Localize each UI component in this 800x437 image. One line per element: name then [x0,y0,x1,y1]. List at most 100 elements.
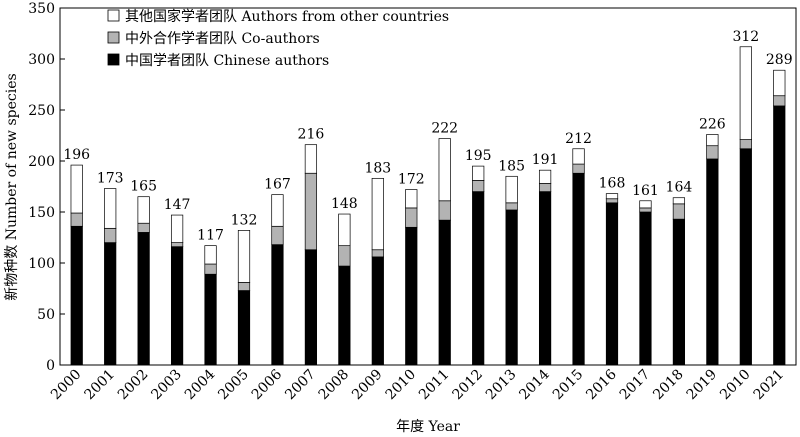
bar-segment-series-1 [137,222,150,233]
bar-total-label: 191 [532,152,559,168]
x-tick-label: 2014 [516,366,553,403]
bar-total-label: 216 [298,127,325,143]
bar-segment-series-1 [706,145,719,160]
bar-segment-series-0 [70,225,83,366]
bar-segment-series-2 [304,144,318,174]
y-tick-label: 50 [37,307,55,323]
y-tick-label: 350 [28,1,55,17]
bar-total-label: 183 [364,160,391,176]
bar-segment-series-2 [773,69,786,97]
bar-segment-series-0 [237,290,251,366]
bar-segment-series-0 [739,148,752,366]
legend-swatch [107,9,120,22]
bar-total-label: 167 [264,177,291,193]
bar-segment-series-0 [371,256,384,366]
bar-total-label: 117 [197,228,224,244]
x-tick-label: 2007 [282,367,319,404]
bar-segment-series-2 [505,175,518,204]
x-tick-label: 2010 [717,367,754,404]
bar-segment-series-1 [739,139,752,150]
bar-total-label: 165 [130,179,157,195]
bar-segment-series-1 [104,227,117,243]
bar-segment-series-1 [271,225,284,245]
x-tick-label: 2019 [684,367,721,404]
bar-segment-series-2 [271,194,284,227]
bar-segment-series-0 [672,218,686,366]
bar-segment-series-0 [271,244,284,366]
bar-segment-series-0 [204,273,217,366]
bar-segment-series-1 [170,242,184,248]
bar-segment-series-1 [338,245,351,267]
bar-segment-series-2 [672,197,686,205]
y-tick-label: 150 [28,205,55,221]
legend: 其他国家学者团队 Authors from other countries 中外合… [107,8,449,69]
legend-entry-label: 中外合作学者团队 Co-authors [125,31,320,47]
bar-segment-series-1 [304,172,318,251]
y-axis-ticks: 0 50 100 150 200 250 300 350 [28,1,65,374]
total-labels: 196 173 165 147 117 132 167 216 148 183 172 222 195 1… [63,29,792,244]
bar-segment-series-1 [773,95,786,107]
bar-segment-series-2 [137,196,150,224]
x-tick-label: 2013 [483,367,520,404]
bar-segment-series-0 [438,219,451,366]
x-tick-label: 2010 [383,367,420,404]
legend-swatch [107,53,120,66]
x-tick-label: 2001 [81,367,118,404]
bar-total-label: 161 [632,183,659,199]
bar-segment-series-2 [338,213,351,247]
bar-segment-series-2 [438,138,451,202]
bar-segment-series-0 [572,172,585,366]
bar-segment-series-1 [204,263,217,275]
x-tick-label: 2005 [215,367,252,404]
bar-segment-series-2 [472,165,485,181]
bar-segment-series-0 [639,211,652,366]
bar-segment-series-1 [438,200,451,221]
bar-segment-series-1 [572,163,585,174]
x-tick-label: 2006 [249,366,286,403]
bar-segment-series-1 [605,198,619,204]
bar-total-label: 132 [231,212,258,228]
bar-segment-series-2 [371,177,384,251]
bars-group [70,46,786,366]
bar-segment-series-0 [605,202,619,366]
bar-segment-series-1 [371,249,384,258]
bar-segment-series-0 [104,242,117,366]
bar-segment-series-1 [639,207,652,213]
bar-segment-series-1 [505,202,518,211]
bar-segment-series-2 [104,188,117,229]
bar-total-label: 185 [498,158,525,174]
bar-segment-series-1 [672,203,686,220]
bar-total-label: 172 [398,172,425,188]
y-tick-label: 250 [28,103,55,119]
bar-segment-series-0 [338,265,351,366]
x-tick-label: 2004 [182,366,219,403]
bar-segment-series-0 [773,105,786,366]
bar-total-label: 164 [666,180,693,196]
x-tick-label: 2021 [751,367,788,404]
bar-total-label: 195 [465,148,492,164]
bar-segment-series-2 [170,214,184,243]
bar-total-label: 168 [599,176,626,192]
x-tick-label: 2018 [650,367,687,404]
bar-segment-series-2 [739,46,752,140]
bar-segment-series-0 [472,191,485,366]
bar-segment-series-2 [639,200,652,209]
bar-total-label: 148 [331,196,358,212]
legend-entry-label: 中国学者团队 Chinese authors [125,53,329,69]
bar-segment-series-2 [237,230,251,283]
bar-segment-series-2 [572,148,585,165]
x-axis-ticks: 2000200120022003200420052006200720082009… [48,361,787,403]
x-tick-label: 2017 [617,367,654,404]
x-tick-label: 2008 [316,367,353,404]
bar-segment-series-0 [706,158,719,366]
bar-segment-series-2 [70,164,83,214]
plot-frame [59,7,797,366]
x-tick-label: 2016 [583,366,620,403]
x-tick-label: 2002 [115,367,152,404]
y-tick-label: 200 [28,154,55,170]
bar-segment-series-1 [472,180,485,192]
bar-total-label: 226 [699,116,726,132]
x-axis-label: 年度 Year [396,419,460,435]
x-tick-label: 2011 [416,367,453,404]
